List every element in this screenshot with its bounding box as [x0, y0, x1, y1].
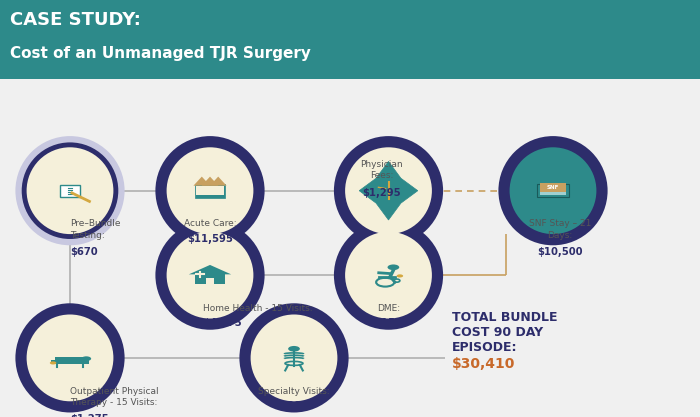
Ellipse shape — [27, 147, 113, 234]
Text: Outpatient Physical
Therapy - 15 Visits:: Outpatient Physical Therapy - 15 Visits: — [70, 387, 159, 407]
Text: $150: $150 — [374, 318, 402, 328]
Ellipse shape — [340, 227, 437, 324]
FancyBboxPatch shape — [548, 187, 558, 192]
Polygon shape — [189, 265, 231, 274]
FancyBboxPatch shape — [195, 183, 225, 198]
Ellipse shape — [167, 232, 253, 319]
Text: Pre–Bundle
Testing:: Pre–Bundle Testing: — [70, 219, 120, 239]
Text: Specialty Visits:: Specialty Visits: — [258, 387, 330, 396]
Ellipse shape — [246, 309, 342, 406]
Text: $1,275: $1,275 — [70, 414, 108, 417]
Ellipse shape — [155, 136, 265, 245]
Ellipse shape — [162, 227, 258, 324]
FancyBboxPatch shape — [55, 357, 84, 361]
Text: SNF: SNF — [547, 185, 559, 190]
Text: DME:: DME: — [377, 304, 400, 313]
Ellipse shape — [22, 142, 118, 239]
Text: EPISODE:: EPISODE: — [452, 341, 517, 354]
Ellipse shape — [162, 142, 258, 239]
FancyBboxPatch shape — [196, 189, 207, 195]
Ellipse shape — [340, 142, 437, 239]
FancyBboxPatch shape — [195, 273, 225, 284]
FancyBboxPatch shape — [540, 187, 550, 192]
FancyBboxPatch shape — [51, 360, 89, 364]
Text: Home Health - 15 Visits:: Home Health - 15 Visits: — [203, 304, 313, 313]
Text: COST 90 DAY: COST 90 DAY — [452, 326, 542, 339]
Ellipse shape — [510, 147, 596, 234]
Polygon shape — [202, 176, 218, 186]
Polygon shape — [210, 176, 227, 186]
FancyBboxPatch shape — [204, 189, 216, 195]
Text: Acute Care:: Acute Care: — [183, 219, 237, 229]
FancyBboxPatch shape — [556, 190, 566, 195]
Ellipse shape — [15, 303, 125, 412]
Circle shape — [81, 356, 91, 361]
Circle shape — [388, 264, 399, 270]
Text: $4,275: $4,275 — [203, 318, 242, 328]
FancyBboxPatch shape — [196, 186, 207, 191]
Circle shape — [288, 346, 300, 352]
FancyBboxPatch shape — [204, 186, 216, 191]
Ellipse shape — [334, 136, 443, 245]
Ellipse shape — [15, 136, 125, 245]
FancyBboxPatch shape — [540, 190, 550, 195]
FancyBboxPatch shape — [213, 189, 224, 195]
Ellipse shape — [334, 221, 443, 330]
Circle shape — [50, 362, 56, 364]
FancyBboxPatch shape — [60, 185, 80, 197]
Polygon shape — [359, 161, 418, 220]
Text: Physician
Fees:: Physician Fees: — [360, 160, 402, 181]
Ellipse shape — [498, 136, 608, 245]
Text: $11,595: $11,595 — [187, 234, 233, 244]
Ellipse shape — [155, 221, 265, 330]
Text: CASE STUDY:: CASE STUDY: — [10, 11, 141, 29]
FancyBboxPatch shape — [548, 190, 558, 195]
Ellipse shape — [27, 314, 113, 401]
Text: $800: $800 — [280, 401, 308, 411]
Text: $670: $670 — [70, 247, 97, 257]
Ellipse shape — [505, 142, 601, 239]
Text: $1,295: $1,295 — [362, 188, 401, 198]
FancyBboxPatch shape — [537, 184, 569, 197]
Ellipse shape — [345, 147, 432, 234]
FancyBboxPatch shape — [540, 183, 566, 191]
Text: $10,500: $10,500 — [538, 247, 582, 257]
Text: TOTAL BUNDLE: TOTAL BUNDLE — [452, 311, 557, 324]
Polygon shape — [193, 176, 210, 186]
Text: SNF Stay – 21
Days:: SNF Stay – 21 Days: — [528, 219, 592, 239]
Ellipse shape — [251, 314, 337, 401]
FancyBboxPatch shape — [206, 278, 214, 284]
Ellipse shape — [345, 232, 432, 319]
FancyBboxPatch shape — [0, 0, 700, 79]
Text: $30,410: $30,410 — [452, 357, 515, 371]
Ellipse shape — [239, 303, 349, 412]
Circle shape — [397, 274, 403, 277]
FancyBboxPatch shape — [213, 186, 224, 191]
Ellipse shape — [22, 309, 118, 406]
Text: Cost of an Unmanaged TJR Surgery: Cost of an Unmanaged TJR Surgery — [10, 46, 312, 61]
Ellipse shape — [167, 147, 253, 234]
FancyBboxPatch shape — [556, 187, 566, 192]
